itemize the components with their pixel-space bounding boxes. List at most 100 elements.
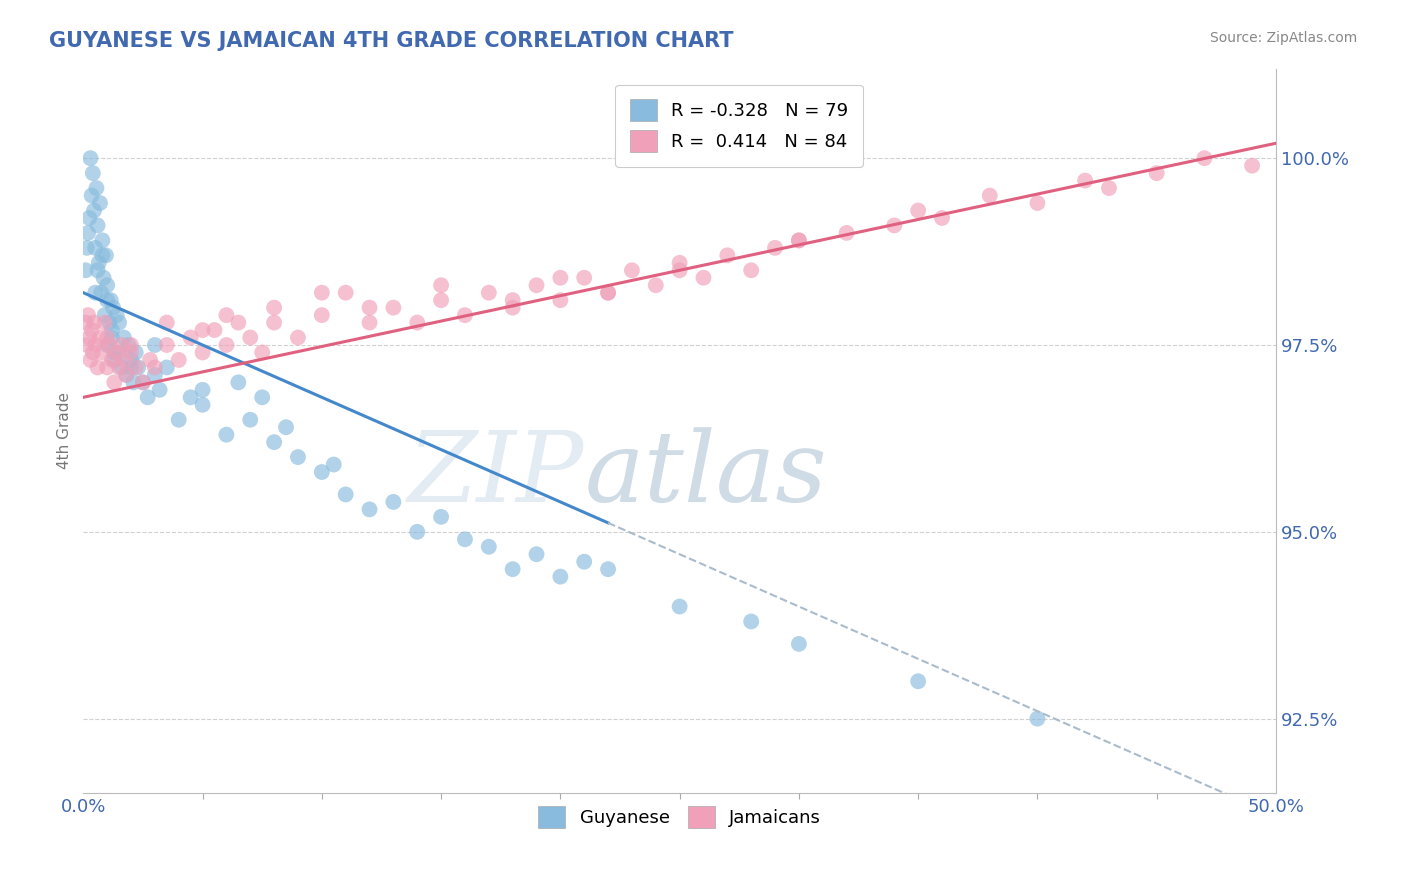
Point [215,308,238,322]
Point [156,360,179,375]
Point [101,330,124,344]
Point [101,301,124,315]
Point [112,353,135,368]
Point [94,316,117,330]
Point [105,308,128,322]
Point [86,263,108,277]
Point [96,293,118,308]
Point [335,285,357,300]
Point [94,308,117,322]
Point [103,345,125,359]
Point [574,555,596,569]
Point [668,256,690,270]
Point [115,368,138,382]
Point [103,376,125,390]
Point [167,413,190,427]
Point [82,345,104,359]
Point [180,330,202,344]
Point [191,323,214,337]
Point [77,330,100,344]
Point [311,308,333,322]
Point [191,383,214,397]
Point [478,285,501,300]
Point [80,323,103,337]
Point [907,674,929,689]
Point [250,345,273,359]
Point [596,562,619,576]
Point [83,203,105,218]
Point [156,316,179,330]
Point [84,285,107,300]
Point [98,338,121,352]
Point [668,263,690,277]
Point [93,270,115,285]
Point [1026,712,1049,726]
Point [96,330,118,344]
Point [215,338,238,352]
Point [167,353,190,368]
Point [91,345,114,359]
Point [787,637,810,651]
Point [263,301,285,315]
Point [287,450,309,464]
Point [108,345,131,359]
Point [149,383,172,397]
Point [76,338,98,352]
Text: atlas: atlas [585,426,827,522]
Point [931,211,953,225]
Point [430,278,453,293]
Point [596,285,619,300]
Point [1026,196,1049,211]
Point [1241,159,1264,173]
Point [835,226,858,240]
Point [787,233,810,247]
Point [77,211,100,225]
Point [322,458,344,472]
Point [125,360,148,375]
Point [740,615,762,629]
Point [668,599,690,614]
Point [96,278,118,293]
Point [112,330,135,344]
Point [502,562,524,576]
Point [96,338,118,352]
Point [191,398,214,412]
Point [550,293,572,308]
Point [101,323,124,337]
Point [136,390,159,404]
Point [644,278,666,293]
Point [763,241,786,255]
Point [478,540,501,554]
Point [502,301,524,315]
Point [787,233,810,247]
Point [239,413,262,427]
Point [132,376,155,390]
Point [406,524,429,539]
Point [740,263,762,277]
Point [1146,166,1168,180]
Point [91,233,114,247]
Point [1194,151,1216,165]
Point [75,316,97,330]
Point [80,188,103,202]
Point [454,308,477,322]
Point [98,316,121,330]
Point [359,301,381,315]
Text: Source: ZipAtlas.com: Source: ZipAtlas.com [1209,31,1357,45]
Point [96,360,118,375]
Point [311,285,333,300]
Point [108,316,131,330]
Point [139,353,162,368]
Point [382,495,405,509]
Point [156,338,179,352]
Point [430,509,453,524]
Point [287,330,309,344]
Point [90,285,112,300]
Point [359,502,381,516]
Point [382,301,405,315]
Point [883,219,905,233]
Point [692,270,714,285]
Point [120,338,142,352]
Point [127,360,149,375]
Point [86,181,108,195]
